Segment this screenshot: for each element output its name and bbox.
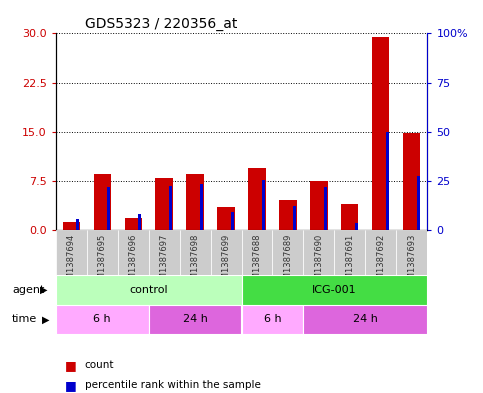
Text: GSM1387692: GSM1387692: [376, 233, 385, 290]
Bar: [56, 230, 86, 275]
Bar: [169, 185, 172, 230]
Text: 24 h: 24 h: [353, 314, 378, 324]
Bar: [311, 181, 327, 230]
Text: GSM1387693: GSM1387693: [408, 233, 416, 290]
Bar: [94, 174, 111, 230]
Bar: [403, 133, 421, 230]
Text: time: time: [12, 314, 37, 324]
Bar: [149, 305, 242, 334]
Text: 24 h: 24 h: [183, 314, 208, 324]
Bar: [280, 200, 297, 230]
Bar: [56, 305, 149, 334]
Text: GSM1387688: GSM1387688: [253, 233, 261, 290]
Text: ▶: ▶: [42, 314, 50, 324]
Bar: [248, 168, 266, 230]
Bar: [62, 222, 80, 230]
Bar: [334, 230, 366, 275]
Text: 6 h: 6 h: [264, 314, 281, 324]
Bar: [372, 37, 389, 230]
Text: GSM1387689: GSM1387689: [284, 233, 293, 290]
Bar: [217, 207, 235, 230]
Bar: [56, 275, 242, 305]
Text: GSM1387690: GSM1387690: [314, 233, 324, 290]
Bar: [76, 219, 79, 230]
Bar: [242, 305, 303, 334]
Text: 6 h: 6 h: [93, 314, 111, 324]
Text: GSM1387694: GSM1387694: [67, 233, 75, 290]
Bar: [341, 204, 358, 230]
Text: control: control: [129, 285, 168, 295]
Bar: [186, 174, 203, 230]
Text: ■: ■: [65, 359, 77, 372]
Bar: [107, 187, 111, 230]
Bar: [385, 132, 389, 230]
Bar: [324, 187, 327, 230]
Bar: [242, 275, 427, 305]
Text: count: count: [85, 360, 114, 371]
Bar: [303, 230, 334, 275]
Text: GSM1387691: GSM1387691: [345, 233, 355, 290]
Text: percentile rank within the sample: percentile rank within the sample: [85, 380, 260, 390]
Text: ICG-001: ICG-001: [312, 285, 357, 295]
Bar: [86, 230, 117, 275]
Bar: [156, 178, 172, 230]
Bar: [242, 230, 272, 275]
Text: GSM1387699: GSM1387699: [222, 233, 230, 290]
Bar: [366, 230, 397, 275]
Text: ■: ■: [65, 378, 77, 392]
Bar: [262, 180, 265, 230]
Text: GSM1387696: GSM1387696: [128, 233, 138, 290]
Bar: [180, 230, 211, 275]
Bar: [397, 230, 427, 275]
Bar: [355, 223, 358, 230]
Bar: [199, 184, 203, 230]
Bar: [117, 230, 149, 275]
Text: GSM1387695: GSM1387695: [98, 233, 107, 290]
Bar: [272, 230, 303, 275]
Bar: [230, 212, 234, 230]
Bar: [125, 218, 142, 230]
Bar: [138, 214, 142, 230]
Bar: [303, 305, 427, 334]
Bar: [149, 230, 180, 275]
Bar: [293, 206, 297, 230]
Bar: [211, 230, 242, 275]
Text: GSM1387698: GSM1387698: [190, 233, 199, 290]
Text: agent: agent: [12, 285, 44, 295]
Text: ▶: ▶: [40, 285, 48, 295]
Text: GSM1387697: GSM1387697: [159, 233, 169, 290]
Bar: [416, 176, 420, 230]
Text: GDS5323 / 220356_at: GDS5323 / 220356_at: [85, 17, 238, 31]
